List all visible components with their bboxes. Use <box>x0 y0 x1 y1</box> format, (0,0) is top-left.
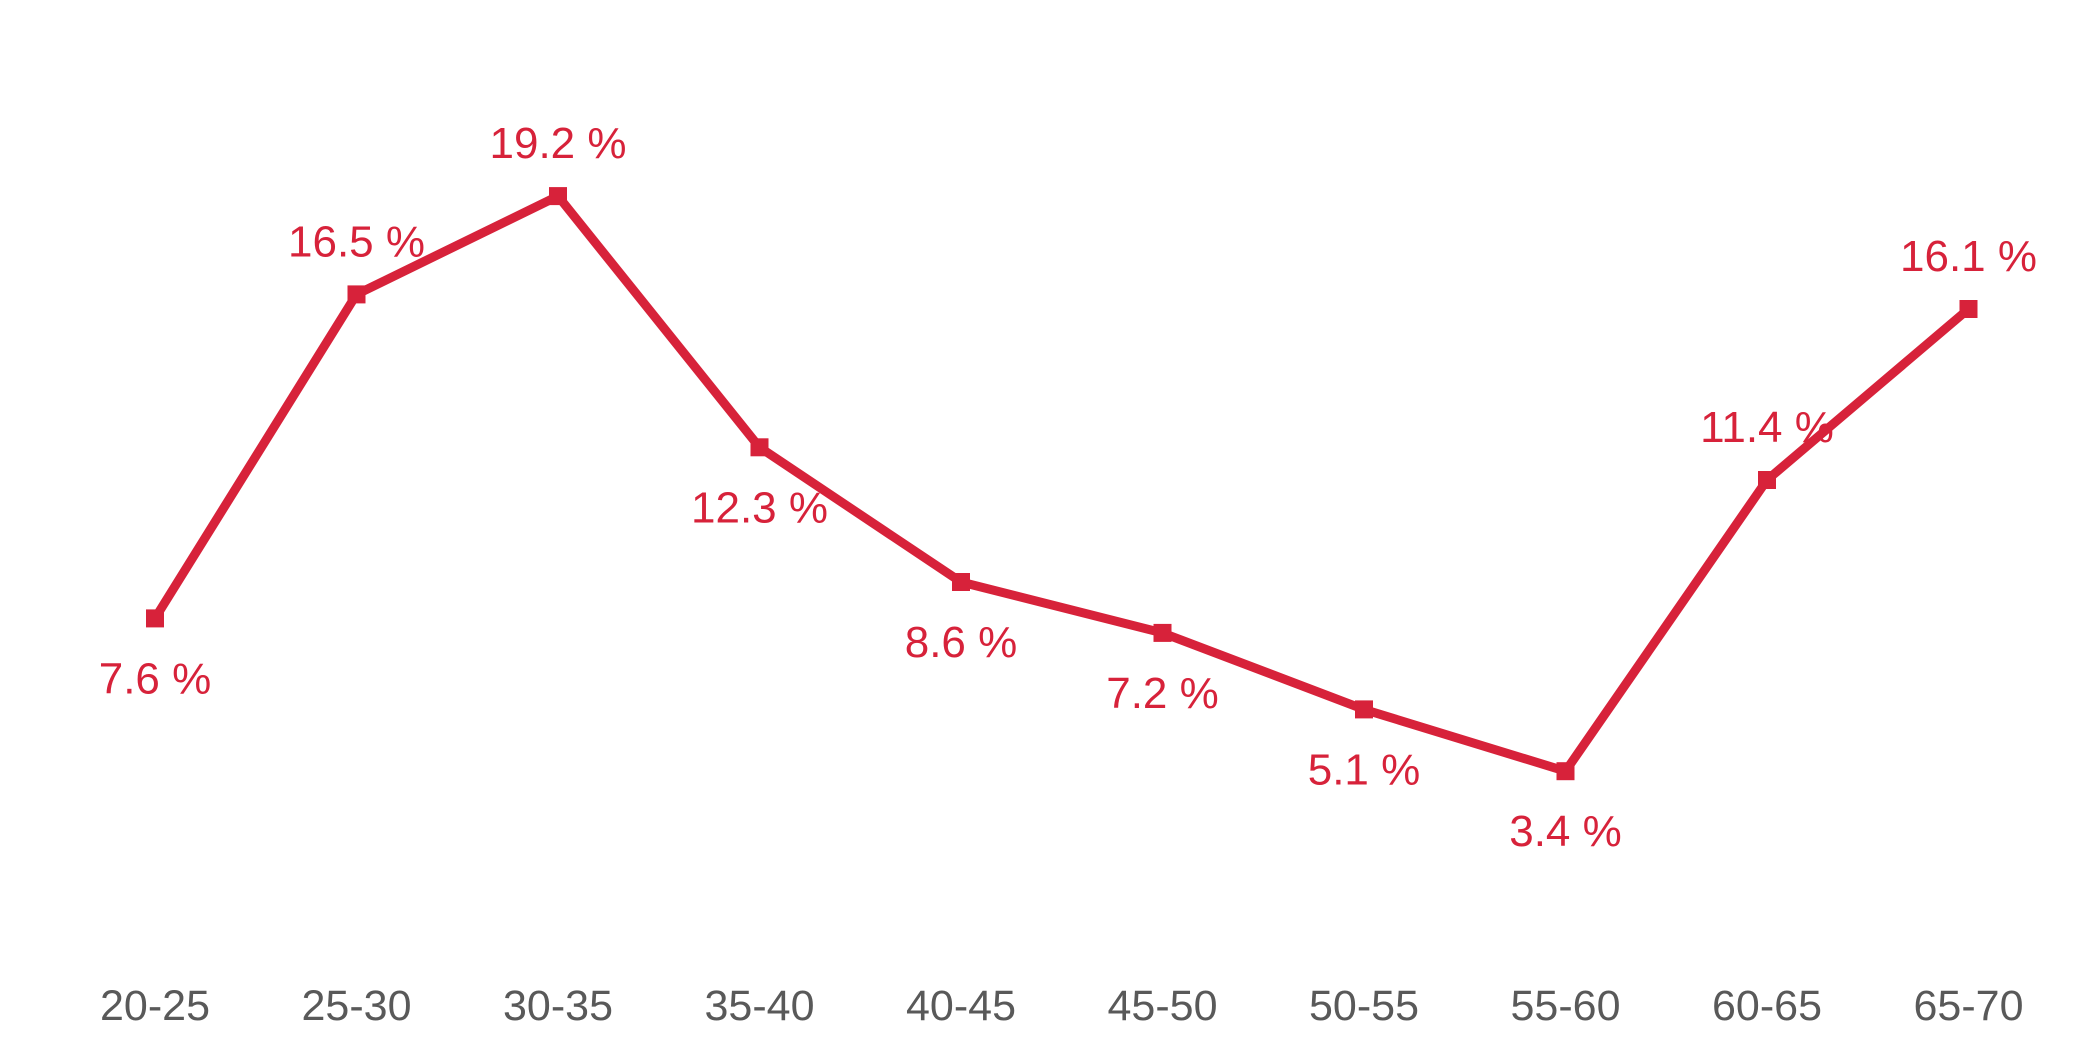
x-tick-label: 35-40 <box>705 982 815 1030</box>
markers-layer <box>146 187 1978 781</box>
data-point-marker <box>1959 300 1978 318</box>
data-label: 19.2 % <box>490 119 627 168</box>
data-point-marker <box>549 187 567 206</box>
x-tick-label: 30-35 <box>503 982 613 1030</box>
data-label: 7.6 % <box>99 654 212 703</box>
x-tick-label: 55-60 <box>1511 982 1621 1030</box>
x-tick-label: 65-70 <box>1914 982 2024 1030</box>
data-labels-layer: 7.6 % 16.5 % 19.2 % 12.3 % 8.6 % 7.2 % 5.1 % 3.… <box>99 119 2037 856</box>
data-label: 16.5 % <box>288 217 425 266</box>
data-label: 12.3 % <box>691 483 828 532</box>
x-axis-tick-labels: 20-25 25-30 30-35 35-40 40-45 45-50 50-55 55-60… <box>100 982 2023 1030</box>
data-label: 7.2 % <box>1106 669 1219 718</box>
data-point-marker <box>146 609 164 628</box>
x-tick-label: 25-30 <box>302 982 412 1030</box>
data-point-marker <box>1355 700 1373 719</box>
x-tick-label: 20-25 <box>100 982 210 1030</box>
x-tick-label: 40-45 <box>906 982 1016 1030</box>
x-tick-label: 45-50 <box>1108 982 1218 1030</box>
series-layer <box>150 191 1973 776</box>
data-point-marker <box>750 438 769 457</box>
data-point-marker <box>1153 623 1172 642</box>
data-label: 3.4 % <box>1509 807 1622 856</box>
data-label: 5.1 % <box>1308 745 1421 794</box>
x-tick-label: 50-55 <box>1309 982 1419 1030</box>
series-line <box>150 191 1973 776</box>
data-point-marker <box>1556 762 1575 781</box>
x-tick-label: 60-65 <box>1712 982 1822 1030</box>
data-point-marker <box>347 285 366 304</box>
data-point-marker <box>1758 471 1776 489</box>
data-label: 16.1 % <box>1900 232 2037 281</box>
data-point-marker <box>952 573 970 591</box>
data-label: 11.4 % <box>1700 403 1834 452</box>
data-label: 8.6 % <box>905 618 1018 667</box>
